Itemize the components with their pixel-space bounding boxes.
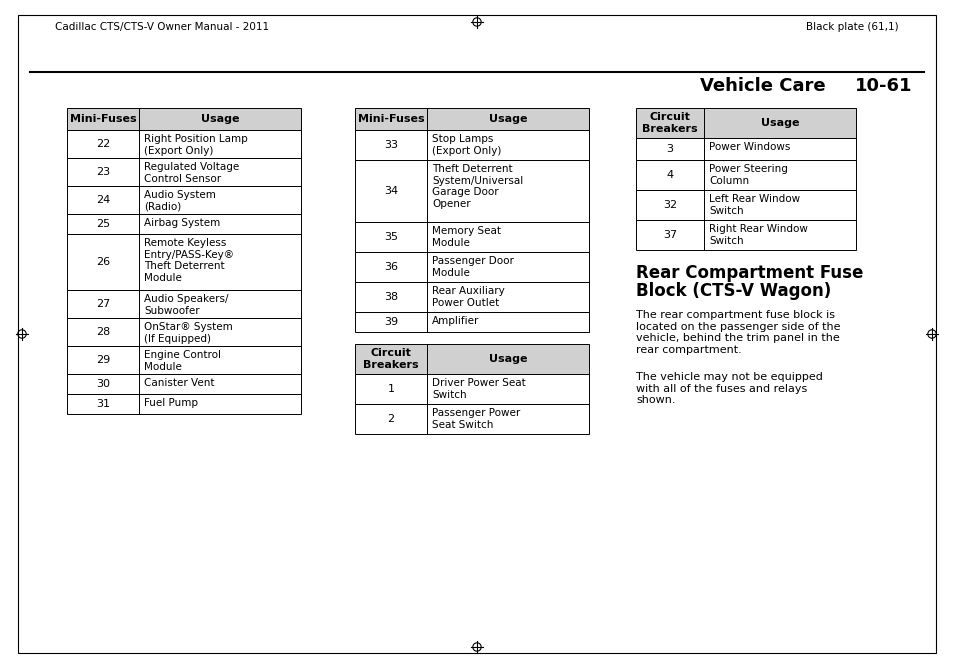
Text: Engine Control
Module: Engine Control Module <box>144 350 221 371</box>
Bar <box>67 394 301 414</box>
Text: Circuit
Breakers: Circuit Breakers <box>641 112 697 134</box>
Text: Passenger Power
Seat Switch: Passenger Power Seat Switch <box>432 408 519 430</box>
Bar <box>636 138 855 160</box>
Text: 4: 4 <box>666 170 673 180</box>
Bar <box>67 234 301 290</box>
Text: 30: 30 <box>96 379 110 389</box>
Text: 32: 32 <box>662 200 677 210</box>
Text: Vehicle Care: Vehicle Care <box>700 77 824 95</box>
Bar <box>67 186 301 214</box>
Bar <box>355 160 588 222</box>
Text: Passenger Door
Module: Passenger Door Module <box>432 256 514 278</box>
Bar <box>355 404 588 434</box>
Text: Audio Speakers/
Subwoofer: Audio Speakers/ Subwoofer <box>144 294 229 315</box>
Text: Amplifier: Amplifier <box>432 316 478 326</box>
Bar <box>67 130 301 158</box>
Text: 38: 38 <box>383 292 397 302</box>
Bar <box>67 290 301 318</box>
Text: Right Rear Window
Switch: Right Rear Window Switch <box>708 224 807 246</box>
Text: 33: 33 <box>384 140 397 150</box>
Text: 37: 37 <box>662 230 677 240</box>
Text: Rear Auxiliary
Power Outlet: Rear Auxiliary Power Outlet <box>432 286 504 307</box>
Bar <box>67 108 301 130</box>
Text: Memory Seat
Module: Memory Seat Module <box>432 226 500 248</box>
Text: 22: 22 <box>95 139 110 149</box>
Bar <box>67 214 301 234</box>
Text: Usage: Usage <box>760 118 799 128</box>
Bar <box>67 158 301 186</box>
Text: 29: 29 <box>95 355 110 365</box>
Text: Circuit
Breakers: Circuit Breakers <box>363 348 418 370</box>
Text: Canister Vent: Canister Vent <box>144 378 214 388</box>
Text: 39: 39 <box>383 317 397 327</box>
Text: 31: 31 <box>96 399 110 409</box>
Text: Remote Keyless
Entry/PASS-Key®
Theft Deterrent
Module: Remote Keyless Entry/PASS-Key® Theft Det… <box>144 238 233 283</box>
Text: The rear compartment fuse block is
located on the passenger side of the
vehicle,: The rear compartment fuse block is locat… <box>636 310 840 355</box>
Bar <box>355 108 588 130</box>
Text: 24: 24 <box>95 195 110 205</box>
Text: Stop Lamps
(Export Only): Stop Lamps (Export Only) <box>432 134 501 156</box>
Bar <box>67 346 301 374</box>
Text: Driver Power Seat
Switch: Driver Power Seat Switch <box>432 378 525 399</box>
Text: 36: 36 <box>384 262 397 272</box>
Bar <box>355 312 588 332</box>
Text: 10-61: 10-61 <box>854 77 911 95</box>
Text: Usage: Usage <box>488 114 527 124</box>
Bar <box>355 374 588 404</box>
Text: Block (CTS-V Wagon): Block (CTS-V Wagon) <box>636 282 830 300</box>
Bar <box>67 318 301 346</box>
Bar <box>636 160 855 190</box>
Text: 25: 25 <box>96 219 110 229</box>
Text: Right Position Lamp
(Export Only): Right Position Lamp (Export Only) <box>144 134 248 156</box>
Text: OnStar® System
(If Equipped): OnStar® System (If Equipped) <box>144 322 233 343</box>
Text: Rear Compartment Fuse: Rear Compartment Fuse <box>636 264 862 282</box>
Text: Usage: Usage <box>200 114 239 124</box>
Text: Power Windows: Power Windows <box>708 142 789 152</box>
Text: 28: 28 <box>95 327 110 337</box>
Bar <box>67 374 301 394</box>
Text: Power Steering
Column: Power Steering Column <box>708 164 787 186</box>
Text: Left Rear Window
Switch: Left Rear Window Switch <box>708 194 800 216</box>
Bar <box>355 282 588 312</box>
Text: 2: 2 <box>387 414 395 424</box>
Text: 3: 3 <box>666 144 673 154</box>
Text: 35: 35 <box>384 232 397 242</box>
Text: Black plate (61,1): Black plate (61,1) <box>805 22 898 32</box>
Text: Audio System
(Radio): Audio System (Radio) <box>144 190 215 212</box>
Text: Mini-Fuses: Mini-Fuses <box>357 114 424 124</box>
Text: 26: 26 <box>96 257 110 267</box>
Text: 34: 34 <box>383 186 397 196</box>
Bar <box>355 222 588 252</box>
Text: Fuel Pump: Fuel Pump <box>144 398 198 408</box>
Text: 23: 23 <box>96 167 110 177</box>
Text: Airbag System: Airbag System <box>144 218 220 228</box>
Bar <box>636 220 855 250</box>
Text: 27: 27 <box>95 299 110 309</box>
Text: Mini-Fuses: Mini-Fuses <box>70 114 136 124</box>
Bar <box>355 252 588 282</box>
Text: Usage: Usage <box>488 354 527 364</box>
Bar <box>636 190 855 220</box>
Text: Theft Deterrent
System/Universal
Garage Door
Opener: Theft Deterrent System/Universal Garage … <box>432 164 522 209</box>
Bar <box>355 344 588 374</box>
Text: Cadillac CTS/CTS-V Owner Manual - 2011: Cadillac CTS/CTS-V Owner Manual - 2011 <box>55 22 269 32</box>
Bar <box>355 130 588 160</box>
Text: 1: 1 <box>387 384 395 394</box>
Text: Regulated Voltage
Control Sensor: Regulated Voltage Control Sensor <box>144 162 239 184</box>
Bar <box>636 108 855 138</box>
Text: The vehicle may not be equipped
with all of the fuses and relays
shown.: The vehicle may not be equipped with all… <box>636 372 822 405</box>
